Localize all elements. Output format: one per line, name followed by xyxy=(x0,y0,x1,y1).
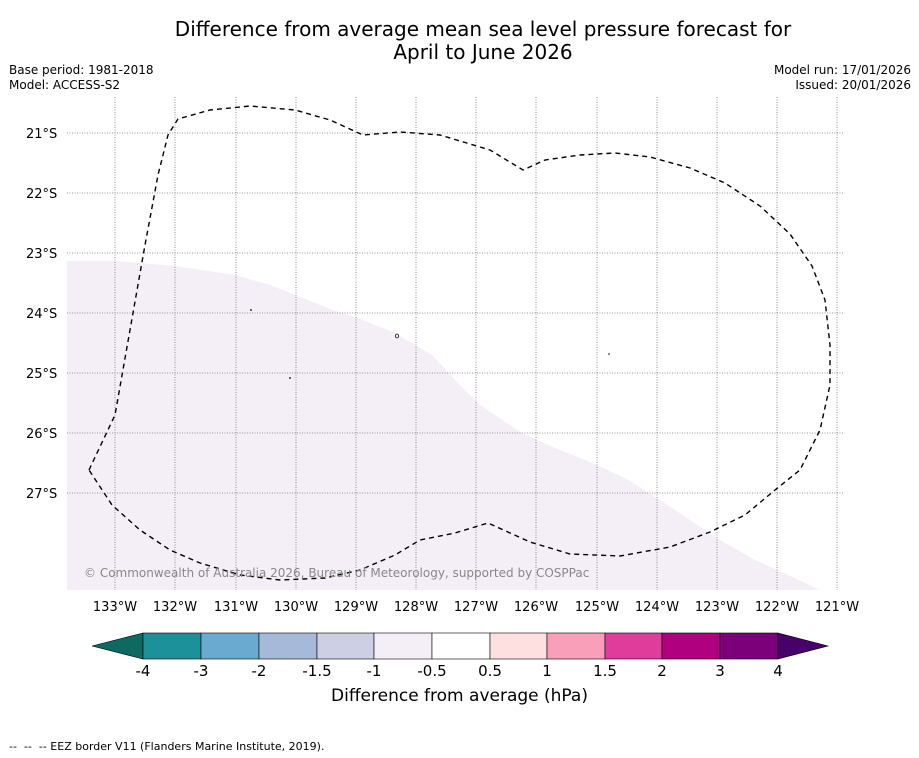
colorbar-cell xyxy=(489,632,548,660)
meta-right: Model run: 17/01/2026 Issued: 20/01/2026 xyxy=(774,63,911,93)
copyright-text: © Commonwealth of Australia 2026, Bureau… xyxy=(84,566,589,580)
colorbar-title: Difference from average (hPa) xyxy=(331,686,588,706)
lon-label: 130°W xyxy=(274,600,318,615)
lat-label: 21°S xyxy=(26,127,57,142)
colorbar-ticks: -4 -3 -2 -1.5 -1 -0.5 0.5 1 1.5 2 3 4 xyxy=(136,662,783,680)
lon-label: 128°W xyxy=(394,600,438,615)
lon-label: 132°W xyxy=(153,600,197,615)
eez-legend: -- -- -- EEZ border V11 (Flanders Marine… xyxy=(9,740,325,753)
lon-label: 133°W xyxy=(93,600,137,615)
meta-left: Base period: 1981-2018 Model: ACCESS-S2 xyxy=(9,63,154,93)
colorbar-tick: -0.5 xyxy=(417,662,446,680)
title-line-1: Difference from average mean sea level p… xyxy=(174,17,792,41)
colorbar-tick: -1.5 xyxy=(302,662,331,680)
colorbar-cell xyxy=(777,632,830,660)
lat-label: 23°S xyxy=(26,247,57,262)
eez-border xyxy=(88,105,831,581)
colorbar-tick: 1.5 xyxy=(593,662,617,680)
colorbar-cell xyxy=(546,632,606,660)
colorbar-cell xyxy=(316,632,375,660)
model-name: Model: ACCESS-S2 xyxy=(9,78,121,92)
lat-label: 27°S xyxy=(26,487,57,502)
lon-label: 129°W xyxy=(334,600,378,615)
model-run: Model run: 17/01/2026 xyxy=(773,63,911,77)
lon-label: 126°W xyxy=(514,600,558,615)
issued-date: Issued: 20/01/2026 xyxy=(795,78,911,92)
lon-label: 131°W xyxy=(214,600,258,615)
colorbar-tick: 2 xyxy=(657,662,667,680)
lon-label: 124°W xyxy=(635,600,679,615)
map-title: Difference from average mean sea level p… xyxy=(0,18,919,64)
colorbar-tick: -2 xyxy=(252,662,267,680)
lat-axis-labels: 21°S 22°S 23°S 24°S 25°S 26°S 27°S xyxy=(26,127,57,502)
island xyxy=(250,309,252,311)
lon-label: 123°W xyxy=(695,600,739,615)
colorbar-tick: 1 xyxy=(542,662,552,680)
colorbar-cell xyxy=(431,632,491,660)
lon-label: 122°W xyxy=(755,600,799,615)
base-period: Base period: 1981-2018 xyxy=(9,63,154,77)
lon-label: 125°W xyxy=(575,600,619,615)
colorbar-cell xyxy=(373,632,433,660)
colorbar-tick: 0.5 xyxy=(478,662,502,680)
colorbar-cell xyxy=(200,632,260,660)
islands xyxy=(250,309,610,379)
lat-label: 22°S xyxy=(26,187,57,202)
lon-label: 121°W xyxy=(815,600,859,615)
island xyxy=(289,377,291,379)
colorbar-cell xyxy=(91,632,144,660)
colorbar-cell xyxy=(604,632,663,660)
colorbar-tick: -4 xyxy=(136,662,151,680)
lon-label: 127°W xyxy=(454,600,498,615)
colorbar-cell xyxy=(142,632,202,660)
colorbar-tick: -3 xyxy=(194,662,209,680)
island xyxy=(394,333,399,339)
lat-label: 25°S xyxy=(26,367,57,382)
lon-axis-labels: 133°W 132°W 131°W 130°W 129°W 128°W 127°… xyxy=(93,600,859,615)
colorbar-tick: 3 xyxy=(715,662,725,680)
colorbar-tick: 4 xyxy=(773,662,783,680)
island xyxy=(608,353,610,355)
colorbar-cell xyxy=(258,632,318,660)
colorbar-tick: -1 xyxy=(367,662,382,680)
lat-label: 24°S xyxy=(26,307,57,322)
colorbar-cell xyxy=(719,632,779,660)
colorbar xyxy=(91,632,830,660)
colorbar-cell xyxy=(661,632,721,660)
title-line-2: April to June 2026 xyxy=(393,40,573,64)
anomaly-field xyxy=(67,261,820,590)
lat-label: 26°S xyxy=(26,427,57,442)
